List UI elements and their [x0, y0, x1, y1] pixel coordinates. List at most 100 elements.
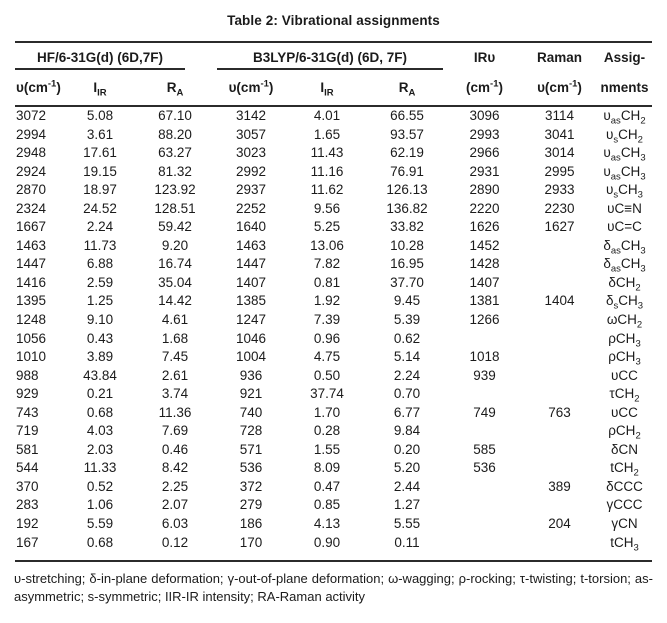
value-cell: 1463: [235, 237, 267, 253]
value-cell: 743: [16, 404, 39, 420]
col-header-b3lyp-ir-intensity: IIR: [320, 80, 334, 99]
value-cell: 0.68: [86, 404, 114, 420]
value-cell: 1.70: [313, 404, 341, 420]
assignment-cell: υCC: [611, 404, 638, 420]
value-cell: 2.59: [86, 274, 114, 290]
value-cell: 1626: [469, 219, 500, 235]
value-cell: 62.19: [390, 145, 424, 161]
value-cell: 0.47: [313, 478, 341, 494]
value-cell: 6.03: [161, 516, 189, 532]
value-cell: 5.08: [86, 108, 114, 123]
assignment-cell: δasCH3: [603, 237, 646, 257]
value-cell: 1.55: [313, 441, 341, 457]
value-cell: 14.42: [158, 293, 192, 309]
col-header-b3lyp-raman-activity: RA: [398, 80, 416, 99]
value-cell: 1404: [544, 293, 575, 309]
value-cell: [447, 515, 522, 534]
value-cell: 0.43: [86, 330, 114, 346]
value-cell: [447, 385, 522, 404]
value-cell: 16.95: [390, 256, 424, 272]
value-cell: 2.24: [86, 219, 114, 235]
value-cell: 536: [473, 460, 496, 476]
assignment-cell: δsCH3: [605, 293, 644, 313]
value-cell: [522, 237, 597, 256]
header-divider-rule: [15, 105, 652, 107]
value-cell: [447, 534, 522, 553]
assignment-cell: ωCH2: [606, 312, 643, 331]
value-cell: 2890: [469, 182, 500, 198]
value-cell: 1463: [16, 237, 47, 253]
value-cell: [522, 441, 597, 460]
value-cell: 18.97: [83, 182, 117, 198]
value-cell: 35.04: [158, 274, 192, 290]
table-title: Table 2: Vibrational assignments: [227, 13, 440, 28]
value-cell: 3014: [544, 145, 575, 161]
value-cell: 37.74: [310, 386, 344, 402]
value-cell: 0.81: [313, 274, 341, 290]
value-cell: 9.45: [393, 293, 421, 309]
col-header-ir-line1: IRυ: [473, 50, 496, 65]
assignment-cell: tCH2: [610, 460, 639, 480]
value-cell: 167: [16, 534, 39, 550]
assignment-cell: υC≡N: [607, 200, 642, 216]
value-cell: 11.73: [83, 237, 117, 253]
value-cell: 11.62: [310, 182, 344, 198]
value-cell: 8.42: [161, 460, 189, 476]
value-cell: 2931: [469, 163, 500, 179]
value-cell: 3.89: [86, 349, 114, 365]
value-cell: 1407: [235, 274, 267, 290]
table-bottom-rule: [15, 560, 652, 563]
assignment-cell: δCH2: [608, 274, 641, 294]
value-cell: 93.57: [390, 126, 424, 142]
value-cell: 136.82: [386, 200, 428, 216]
value-cell: 11.36: [158, 404, 192, 420]
value-cell: 24.52: [83, 200, 117, 216]
value-cell: 1407: [469, 274, 500, 290]
value-cell: 283: [16, 497, 39, 513]
assignment-cell: ρCH2: [608, 423, 641, 442]
value-cell: 1395: [16, 293, 47, 309]
value-cell: 921: [239, 386, 263, 402]
assignment-cell: γCCC: [606, 497, 643, 513]
value-cell: 1452: [469, 237, 500, 253]
value-cell: 9.56: [313, 200, 341, 216]
value-cell: 2.07: [161, 497, 189, 513]
assignment-cell: υC=C: [607, 219, 642, 235]
value-cell: 571: [239, 441, 263, 457]
value-cell: 2.25: [161, 478, 189, 494]
value-cell: 988: [16, 367, 39, 383]
value-cell: 3142: [235, 108, 267, 123]
value-cell: 0.62: [393, 330, 421, 346]
group-header-b3lyp: B3LYP/6-31G(d) (6D, 7F): [217, 43, 443, 70]
value-cell: 17.61: [83, 145, 117, 161]
value-cell: 1447: [16, 256, 47, 272]
value-cell: [522, 330, 597, 349]
footnote-line-1: υ-stretching; δ-in-plane deformation; γ-…: [14, 571, 653, 586]
value-cell: 2993: [469, 126, 500, 142]
col-header-hf-wavenumber: υ(cm-1): [16, 78, 61, 95]
value-cell: 763: [548, 404, 571, 420]
value-cell: [522, 367, 597, 386]
assignment-cell: υasCH2: [603, 108, 646, 127]
value-cell: 1248: [16, 312, 47, 328]
value-cell: [447, 496, 522, 515]
vibrational-assignments-table: HF/6-31G(d) (6D,7F) B3LYP/6-31G(d) (6D, …: [15, 41, 652, 563]
value-cell: 728: [239, 423, 263, 439]
group-header-hf: HF/6-31G(d) (6D,7F): [15, 43, 185, 70]
assignment-cell: δCCC: [606, 478, 643, 494]
value-cell: [447, 478, 522, 497]
table-grid: HF/6-31G(d) (6D,7F) B3LYP/6-31G(d) (6D, …: [15, 41, 652, 563]
value-cell: 2870: [16, 182, 47, 198]
value-cell: 0.70: [393, 386, 421, 402]
value-cell: 7.39: [313, 312, 341, 328]
col-header-hf-ir-intensity: IIR: [93, 80, 107, 99]
value-cell: 0.46: [161, 441, 189, 457]
value-cell: 0.12: [161, 534, 189, 550]
value-cell: 7.45: [161, 349, 189, 365]
value-cell: 6.77: [393, 404, 421, 420]
value-cell: 33.82: [390, 219, 424, 235]
value-cell: 2994: [16, 126, 47, 142]
value-cell: 2995: [544, 163, 575, 179]
value-cell: 81.32: [158, 163, 192, 179]
value-cell: 1416: [16, 274, 47, 290]
